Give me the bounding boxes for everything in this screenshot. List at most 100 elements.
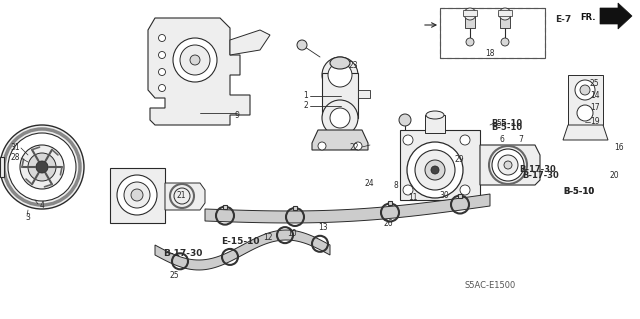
- Text: 8: 8: [394, 181, 398, 189]
- Circle shape: [190, 55, 200, 65]
- Circle shape: [466, 38, 474, 46]
- Text: B-5-10: B-5-10: [563, 187, 594, 196]
- Text: 30: 30: [439, 191, 449, 201]
- Circle shape: [498, 155, 518, 175]
- Circle shape: [328, 63, 352, 87]
- Text: S5AC-E1500: S5AC-E1500: [465, 281, 516, 291]
- Text: 13: 13: [318, 224, 328, 233]
- Text: 12: 12: [263, 233, 273, 241]
- Circle shape: [322, 100, 358, 136]
- Polygon shape: [568, 75, 603, 125]
- Polygon shape: [148, 18, 250, 125]
- Polygon shape: [110, 168, 165, 223]
- Polygon shape: [500, 14, 510, 28]
- Polygon shape: [465, 14, 475, 28]
- Circle shape: [159, 51, 166, 58]
- Circle shape: [330, 108, 350, 128]
- Polygon shape: [230, 30, 270, 55]
- Text: B-5-10: B-5-10: [563, 187, 594, 196]
- Polygon shape: [155, 230, 330, 270]
- Circle shape: [159, 34, 166, 41]
- Circle shape: [318, 142, 326, 150]
- Circle shape: [577, 105, 593, 121]
- Circle shape: [407, 142, 463, 198]
- Circle shape: [403, 185, 413, 195]
- Text: 1: 1: [303, 92, 308, 100]
- Circle shape: [501, 38, 509, 46]
- Circle shape: [492, 149, 524, 181]
- Text: 9: 9: [235, 112, 239, 121]
- Circle shape: [117, 175, 157, 215]
- Text: B-17-30: B-17-30: [163, 249, 203, 258]
- Text: 28: 28: [10, 153, 20, 162]
- Text: E-15-10: E-15-10: [221, 238, 259, 247]
- Text: 16: 16: [614, 144, 623, 152]
- Circle shape: [36, 161, 48, 173]
- Text: 2: 2: [303, 101, 308, 110]
- Text: 25: 25: [169, 271, 179, 280]
- Circle shape: [460, 185, 470, 195]
- Polygon shape: [400, 130, 480, 200]
- Polygon shape: [0, 157, 4, 177]
- Polygon shape: [205, 194, 490, 223]
- Text: B-5-10: B-5-10: [491, 122, 522, 131]
- Text: 22: 22: [349, 143, 359, 152]
- Text: FR.: FR.: [580, 13, 596, 23]
- Circle shape: [575, 80, 595, 100]
- Circle shape: [415, 150, 455, 190]
- Circle shape: [131, 189, 143, 201]
- Circle shape: [425, 160, 445, 180]
- Text: 4: 4: [40, 201, 45, 210]
- Circle shape: [399, 114, 411, 126]
- Text: 31: 31: [10, 144, 20, 152]
- Circle shape: [173, 38, 217, 82]
- Circle shape: [499, 8, 511, 20]
- Text: 5: 5: [496, 118, 501, 128]
- Circle shape: [180, 45, 210, 75]
- Text: B-5-10: B-5-10: [491, 118, 522, 128]
- Circle shape: [124, 182, 150, 208]
- Polygon shape: [600, 3, 632, 29]
- Circle shape: [403, 135, 413, 145]
- Text: 17: 17: [590, 103, 600, 113]
- Bar: [322, 73, 358, 118]
- Circle shape: [460, 135, 470, 145]
- Circle shape: [8, 133, 76, 201]
- Bar: [293, 206, 297, 210]
- Circle shape: [322, 57, 358, 93]
- Text: 10: 10: [287, 229, 297, 239]
- Bar: [458, 194, 462, 197]
- Polygon shape: [480, 145, 540, 185]
- Ellipse shape: [426, 111, 444, 119]
- Text: 18: 18: [485, 49, 495, 58]
- Bar: [425, 115, 445, 133]
- Text: 21: 21: [176, 191, 186, 201]
- Bar: [463, 10, 477, 16]
- Circle shape: [297, 40, 307, 50]
- Circle shape: [0, 125, 84, 209]
- Text: 6: 6: [500, 136, 505, 145]
- Text: 23: 23: [348, 61, 358, 70]
- Circle shape: [159, 85, 166, 92]
- Text: 20: 20: [609, 170, 619, 180]
- Text: 25: 25: [590, 78, 600, 87]
- Text: 14: 14: [590, 91, 600, 100]
- Text: 24: 24: [364, 179, 374, 188]
- Bar: [388, 202, 392, 205]
- Bar: [440, 8, 545, 58]
- Text: B-17-30: B-17-30: [522, 170, 559, 180]
- Circle shape: [464, 8, 476, 20]
- Text: 7: 7: [518, 136, 523, 145]
- Bar: [440, 8, 545, 58]
- Circle shape: [20, 145, 64, 189]
- Bar: [498, 10, 512, 16]
- Text: 3: 3: [25, 213, 30, 222]
- Bar: [223, 204, 227, 209]
- Circle shape: [354, 142, 362, 150]
- Circle shape: [28, 153, 56, 181]
- Circle shape: [504, 161, 512, 169]
- Circle shape: [580, 85, 590, 95]
- Polygon shape: [563, 125, 608, 140]
- Text: 11: 11: [408, 192, 418, 202]
- Text: E-7: E-7: [555, 16, 572, 25]
